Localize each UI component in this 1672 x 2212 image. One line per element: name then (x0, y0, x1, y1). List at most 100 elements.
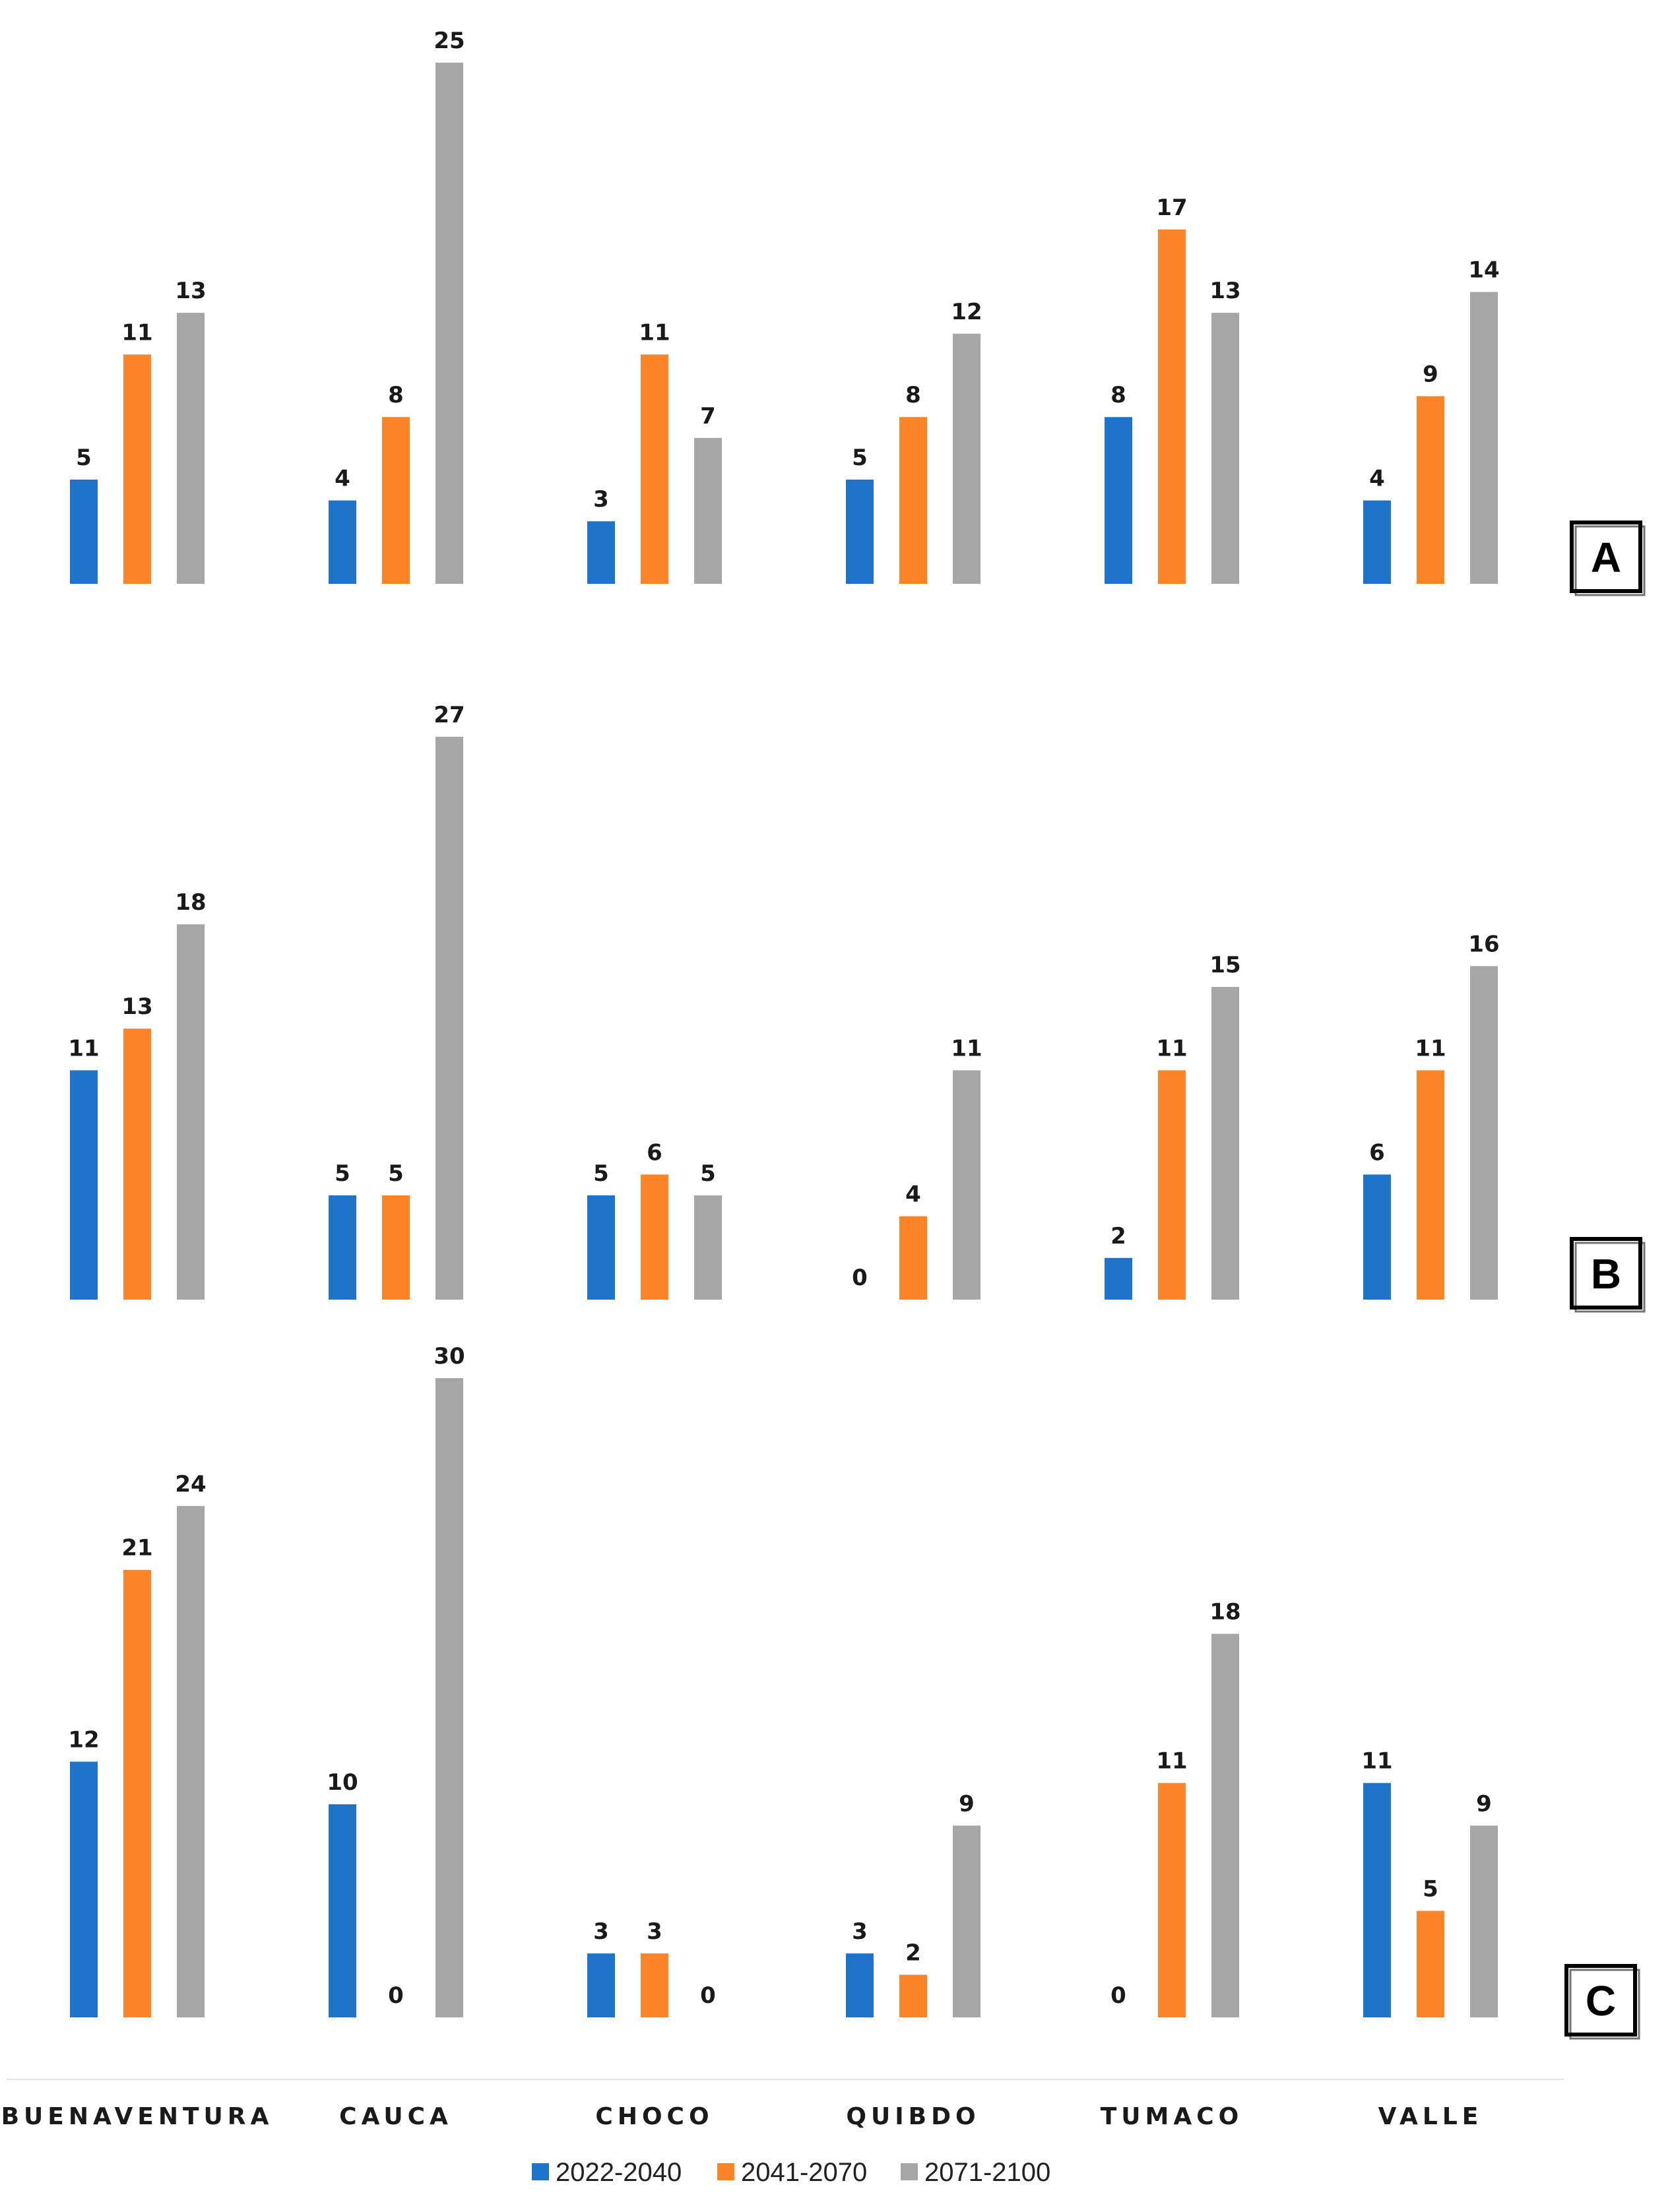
bar-a-3-0 (846, 480, 874, 584)
data-label: 11 (1156, 1748, 1187, 1775)
category-label: CHOCO (595, 2103, 713, 2130)
bar-b-0-0 (70, 1070, 98, 1300)
bar-a-4-2 (1211, 313, 1239, 584)
data-label: 6 (647, 1139, 662, 1166)
data-label: 12 (68, 1726, 99, 1753)
panel-label-box (1570, 1237, 1642, 1310)
bar-c-3-1 (899, 1975, 927, 2017)
data-label: 3 (593, 486, 609, 513)
bar-c-0-2 (177, 1505, 205, 2017)
bar-c-2-1 (641, 1953, 668, 2017)
bar-b-3-1 (899, 1216, 927, 1300)
bar-b-1-0 (329, 1195, 356, 1300)
bar-b-4-2 (1211, 987, 1239, 1300)
data-label: 5 (76, 445, 92, 471)
data-label: 24 (175, 1471, 206, 1498)
data-label: 11 (121, 319, 152, 346)
bar-c-4-2 (1211, 1633, 1239, 2017)
bar-a-1-2 (435, 63, 463, 584)
bar-a-0-0 (70, 480, 98, 584)
bar-b-5-1 (1417, 1070, 1444, 1300)
bar-a-5-1 (1417, 396, 1444, 584)
data-label: 3 (647, 1918, 662, 1945)
data-label: 5 (593, 1160, 609, 1187)
data-label: 0 (1110, 1982, 1126, 2009)
data-label: 10 (327, 1769, 358, 1796)
bar-c-5-1 (1417, 1911, 1444, 2017)
bar-b-0-2 (177, 924, 205, 1300)
data-label: 4 (1369, 466, 1385, 492)
data-label: 5 (700, 1160, 716, 1187)
bar-c-1-0 (329, 1804, 356, 2017)
data-label: 2 (905, 1940, 921, 1966)
data-label: 3 (593, 1918, 609, 1945)
data-label: 12 (951, 299, 982, 325)
data-label: 17 (1156, 195, 1187, 221)
bar-a-1-1 (382, 417, 410, 584)
data-label: 18 (175, 889, 206, 916)
bar-c-0-0 (70, 1761, 98, 2017)
panel-label-shadow (1569, 1969, 1640, 2040)
bar-c-0-1 (123, 1569, 151, 2017)
legend-entry: 2041-2070 (741, 2158, 867, 2187)
data-label: 9 (1476, 1790, 1492, 1817)
category-label: VALLE (1378, 2103, 1483, 2130)
bar-a-5-2 (1470, 292, 1498, 584)
panel-label: C (1586, 1977, 1616, 2025)
data-label: 2 (1110, 1223, 1126, 1249)
bar-b-4-0 (1105, 1257, 1132, 1300)
data-label: 5 (388, 1160, 404, 1187)
data-label: 13 (1209, 278, 1240, 304)
bar-a-4-0 (1105, 417, 1132, 584)
bar-b-2-0 (587, 1195, 615, 1300)
bar-c-3-2 (953, 1825, 981, 2017)
bar-c-5-2 (1470, 1825, 1498, 2017)
bar-b-5-2 (1470, 966, 1498, 1300)
data-label: 8 (388, 382, 404, 408)
bar-b-1-1 (382, 1195, 410, 1300)
data-label: 4 (905, 1182, 921, 1208)
category-label: QUIBDO (846, 2103, 980, 2130)
category-axis: BUENAVENTURA CAUCA CHOCO QUIBDO TUMACO VALLE (1, 2079, 1564, 2130)
legend-swatch (717, 2163, 734, 2180)
panel-label-box (1570, 521, 1642, 593)
data-label: 6 (1369, 1139, 1385, 1166)
bar-a-2-1 (641, 354, 668, 584)
data-label: 11 (1361, 1748, 1392, 1775)
bar-a-2-0 (587, 521, 615, 584)
data-label: 11 (68, 1035, 99, 1061)
data-label: 27 (434, 702, 465, 728)
panel-label-shadow (1574, 1242, 1646, 1313)
data-label: 0 (852, 1265, 868, 1291)
bar-c-2-0 (587, 1953, 615, 2017)
bar-b-2-1 (641, 1174, 668, 1300)
legend-entry: 2071-2100 (924, 2158, 1050, 2187)
data-label: 13 (175, 278, 206, 304)
bar-c-1-2 (435, 1378, 463, 2017)
panel-label-box (1564, 1964, 1637, 2037)
bar-a-3-2 (953, 333, 981, 584)
data-label: 18 (1209, 1599, 1240, 1626)
bar-b-2-2 (694, 1195, 722, 1300)
data-label: 13 (121, 994, 152, 1020)
bar-c-5-0 (1363, 1783, 1391, 2017)
data-label: 11 (951, 1035, 982, 1061)
data-label: 30 (434, 1343, 465, 1370)
data-label: 3 (852, 1918, 868, 1945)
panel-label-shadow (1574, 525, 1646, 596)
data-label: 7 (700, 403, 716, 429)
data-label: 5 (335, 1160, 350, 1187)
data-label: 25 (434, 28, 465, 54)
panel-a: 5 4 3 5 8 4 11 8 11 8 17 9 13 25 7 12 13 14 A (70, 28, 1646, 596)
panel-label: A (1591, 534, 1621, 581)
data-label: 21 (121, 1535, 152, 1562)
bar-b-0-1 (123, 1028, 151, 1300)
category-label: BUENAVENTURA (1, 2103, 274, 2130)
bar-a-5-0 (1363, 500, 1391, 584)
data-label: 0 (700, 1982, 716, 2009)
bar-a-1-0 (329, 500, 356, 584)
bar-b-1-2 (435, 736, 463, 1300)
